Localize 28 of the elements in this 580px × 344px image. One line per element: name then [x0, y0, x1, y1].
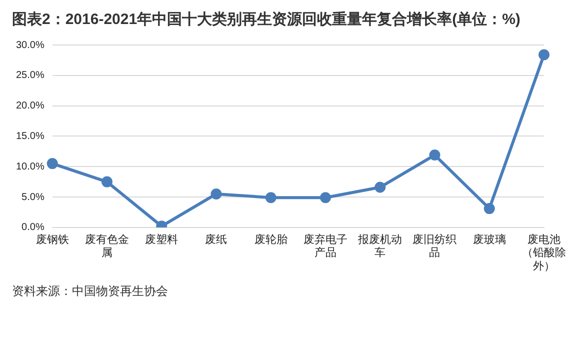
y-tick-label: 10.0% [16, 161, 44, 172]
y-tick-label: 0.0% [22, 222, 44, 234]
y-tick-label: 15.0% [16, 130, 44, 142]
point [46, 158, 58, 170]
point [484, 203, 495, 214]
y-tick-label: 20.0% [16, 100, 44, 112]
point [538, 49, 550, 60]
y-tick-label: 5.0% [22, 192, 44, 203]
x-tick-label: 废旧纺织品 [412, 233, 457, 260]
point [210, 188, 222, 200]
x-tick-label: 废玻璃 [472, 233, 506, 246]
chart-title: 图表2：2016-2021年中国十大类别再生资源回收重量年复合增长率(单位：%) [11, 10, 522, 30]
x-tick-label: 废塑料 [145, 233, 178, 246]
point [265, 192, 276, 204]
x-tick-label: 废电池（铅酸除外） [522, 233, 566, 272]
point [374, 182, 386, 193]
y-tick-label: 25.0% [16, 70, 44, 82]
x-tick-label: 废有色金属 [84, 233, 129, 260]
x-tick-label: 废钢铁 [36, 233, 69, 246]
x-tick-label: 报废机动车 [357, 233, 402, 260]
point [101, 176, 112, 188]
point [429, 150, 440, 161]
x-tick-label: 废轮胎 [254, 233, 288, 246]
y-tick-label: 30.0% [16, 40, 44, 51]
x-tick-label: 废弃电子产品 [303, 233, 348, 260]
point [320, 192, 331, 204]
x-tick-label: 废纸 [205, 233, 228, 246]
text: 资料来源：中国物资再生协会 [11, 283, 169, 300]
